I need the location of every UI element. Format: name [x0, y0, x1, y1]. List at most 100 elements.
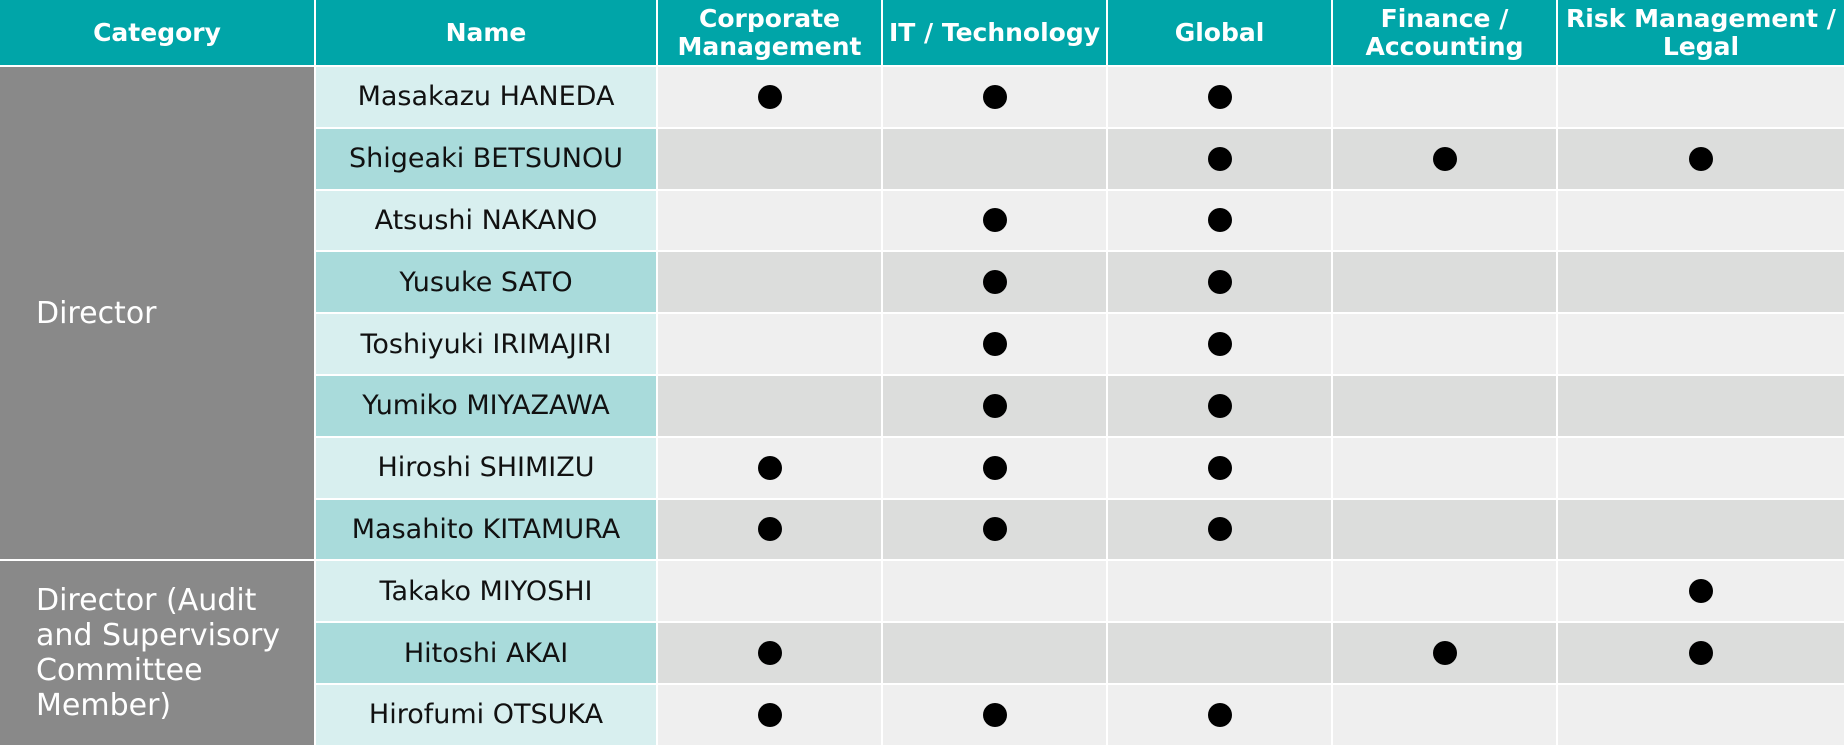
skill-cell — [1558, 252, 1846, 315]
name-cell: Hiroshi SHIMIZU — [316, 437, 658, 500]
skill-cell — [883, 437, 1108, 500]
skill-mark — [1689, 579, 1713, 604]
skill-cell — [658, 67, 883, 129]
skill-cell — [883, 623, 1108, 685]
skill-mark — [982, 270, 1007, 295]
skill-mark — [982, 84, 1007, 109]
skill-mark — [757, 455, 782, 480]
skill-cell — [658, 376, 883, 438]
skill-cell — [1108, 376, 1333, 438]
name-cell: Hitoshi AKAI — [316, 623, 658, 685]
name-cell: Atsushi NAKANO — [316, 190, 658, 253]
skill-mark — [1207, 517, 1232, 542]
skill-cell — [883, 190, 1108, 253]
column-header: Category — [0, 0, 316, 67]
skill-mark — [757, 517, 782, 542]
skill-cell — [1558, 128, 1846, 191]
skill-cell — [1333, 561, 1558, 624]
skill-cell — [883, 252, 1108, 315]
skill-cell — [1108, 623, 1333, 685]
skill-cell — [1558, 561, 1846, 624]
skill-mark — [1207, 270, 1232, 295]
skill-cell — [1558, 376, 1846, 438]
skill-mark — [1689, 641, 1713, 666]
skill-cell — [1333, 623, 1558, 685]
skill-mark — [1207, 702, 1232, 727]
skill-cell — [658, 252, 883, 315]
skill-mark — [982, 208, 1007, 233]
skill-cell — [658, 437, 883, 500]
skill-cell — [1333, 376, 1558, 438]
skill-cell — [1333, 190, 1558, 253]
skill-cell — [1558, 623, 1846, 685]
skill-cell — [1558, 67, 1846, 129]
skill-cell — [658, 314, 883, 376]
column-header: IT / Technology — [883, 0, 1108, 67]
column-header: Finance / Accounting — [1333, 0, 1558, 67]
skill-cell — [658, 623, 883, 685]
skill-cell — [658, 561, 883, 624]
skill-cell — [1558, 314, 1846, 376]
column-header: Global — [1108, 0, 1333, 67]
skill-cell — [1108, 314, 1333, 376]
skill-cell — [658, 128, 883, 191]
skill-mark — [982, 702, 1007, 727]
skill-mark — [982, 393, 1007, 418]
skill-cell — [658, 190, 883, 253]
skill-cell — [1333, 128, 1558, 191]
name-cell: Takako MIYOSHI — [316, 561, 658, 624]
skill-cell — [883, 128, 1108, 191]
category-cell: Director — [0, 67, 316, 562]
skill-cell — [1558, 190, 1846, 253]
name-cell: Hirofumi OTSUKA — [316, 685, 658, 747]
skill-cell — [883, 67, 1108, 129]
skill-cell — [883, 314, 1108, 376]
skill-cell — [1108, 437, 1333, 500]
name-cell: Yusuke SATO — [316, 252, 658, 315]
column-header: Risk Management / Legal — [1558, 0, 1846, 67]
skill-mark — [982, 332, 1007, 357]
column-header: Name — [316, 0, 658, 67]
skill-mark — [1432, 146, 1457, 171]
skill-mark — [1207, 393, 1232, 418]
skill-cell — [1108, 561, 1333, 624]
skill-cell — [658, 685, 883, 747]
skill-cell — [1108, 499, 1333, 562]
column-header: Corporate Management — [658, 0, 883, 67]
skill-cell — [1108, 252, 1333, 315]
skill-cell — [1333, 499, 1558, 562]
skill-cell — [1558, 499, 1846, 562]
skill-cell — [883, 376, 1108, 438]
skill-mark — [982, 455, 1007, 480]
name-cell: Shigeaki BETSUNOU — [316, 128, 658, 191]
skill-mark — [1432, 641, 1457, 666]
name-cell: Masahito KITAMURA — [316, 499, 658, 562]
skill-mark — [1207, 146, 1232, 171]
skill-mark — [1207, 84, 1232, 109]
skill-cell — [1333, 252, 1558, 315]
skill-mark — [1207, 208, 1232, 233]
skill-cell — [658, 499, 883, 562]
name-cell: Masakazu HANEDA — [316, 67, 658, 129]
skill-cell — [883, 561, 1108, 624]
skill-cell — [1558, 685, 1846, 747]
skill-cell — [1333, 437, 1558, 500]
skill-mark — [982, 517, 1007, 542]
skill-mark — [757, 641, 782, 666]
skill-cell — [1108, 190, 1333, 253]
category-cell: Director (Audit and Supervisory Committe… — [0, 561, 316, 747]
skill-cell — [883, 685, 1108, 747]
skill-mark — [757, 702, 782, 727]
name-cell: Toshiyuki IRIMAJIRI — [316, 314, 658, 376]
skill-mark — [1207, 332, 1232, 357]
skill-cell — [1558, 437, 1846, 500]
skill-cell — [1333, 314, 1558, 376]
skill-cell — [1108, 685, 1333, 747]
skill-cell — [1108, 67, 1333, 129]
name-cell: Yumiko MIYAZAWA — [316, 376, 658, 438]
skill-cell — [883, 499, 1108, 562]
skill-cell — [1333, 685, 1558, 747]
skill-mark — [1207, 455, 1232, 480]
skill-cell — [1108, 128, 1333, 191]
